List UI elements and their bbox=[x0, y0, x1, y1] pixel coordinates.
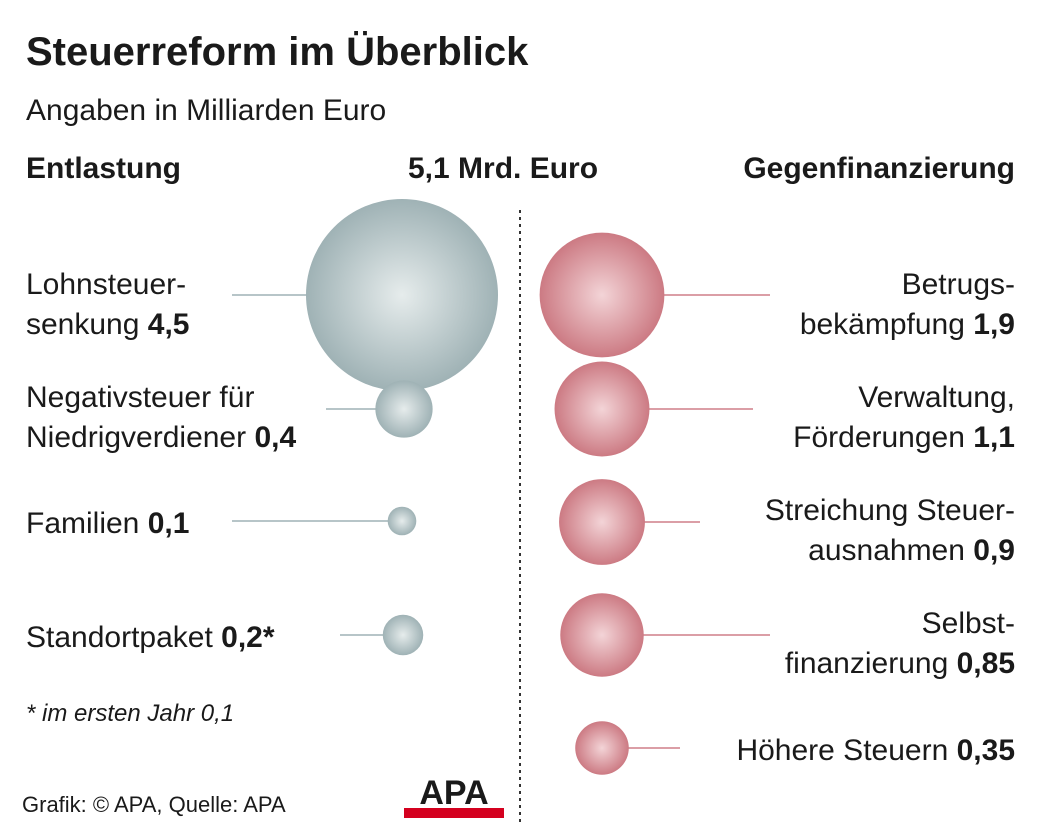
header-entlastung: Entlastung bbox=[26, 152, 181, 185]
apa-logo-text: APA bbox=[419, 774, 488, 812]
entlastung-negativsteuer-für-niedrigverdiener-bubble bbox=[375, 380, 433, 438]
page-title: Steuerreform im Überblick bbox=[26, 30, 529, 74]
entlastung-standortpaket-label-text: Standortpaket bbox=[26, 621, 213, 654]
gegenfinanzierung-streichung-steuer-ausnahmen-label-text: ausnahmen bbox=[808, 534, 965, 567]
entlastung-familien-value: 0,1 bbox=[147, 507, 190, 540]
gegenfinanzierung-streichung-steuer-ausnahmen-label-text: Streichung Steuer- bbox=[764, 494, 1015, 527]
apa-logo-bar bbox=[404, 808, 504, 818]
header-gegenfinanzierung: Gegenfinanzierung bbox=[743, 152, 1015, 185]
header-total: 5,1 Mrd. Euro bbox=[408, 152, 599, 185]
gegenfinanzierung-höhere-steuern-value: 0,35 bbox=[956, 734, 1015, 767]
entlastung-negativsteuer-für-niedrigverdiener-value: 0,4 bbox=[254, 421, 297, 454]
apa-logo: APA bbox=[404, 774, 504, 818]
gegenfinanzierung-betrugs-bekämpfung-label-text: bekämpfung bbox=[799, 308, 965, 341]
gegenfinanzierung-streichung-steuer-ausnahmen-bubble bbox=[559, 479, 645, 565]
gegenfinanzierung-höhere-steuern-bubble bbox=[575, 721, 629, 775]
entlastung-negativsteuer-für-niedrigverdiener-label-text: Niedrigverdiener bbox=[26, 421, 247, 454]
entlastung-lohnsteuer-senkung-value: 4,5 bbox=[147, 308, 190, 341]
gegenfinanzierung-verwaltung-förderungen-label: Verwaltung, Förderungen 1,1 bbox=[793, 378, 1015, 458]
gegenfinanzierung-betrugs-bekämpfung-bubble bbox=[539, 232, 665, 358]
gegenfinanzierung-selbst-finanzierung-label-text: finanzierung bbox=[784, 647, 949, 680]
source-credit: Grafik: © APA, Quelle: APA bbox=[22, 792, 286, 817]
gegenfinanzierung-selbst-finanzierung-label-text: Selbst- bbox=[921, 607, 1015, 640]
gegenfinanzierung-betrugs-bekämpfung-label-text: Betrugs- bbox=[901, 268, 1015, 301]
gegenfinanzierung-betrugs-bekämpfung-label: Betrugs-bekämpfung 1,9 bbox=[800, 265, 1015, 345]
entlastung-standortpaket-bubble bbox=[382, 614, 424, 656]
entlastung-lohnsteuer-senkung-bubble bbox=[306, 199, 498, 391]
gegenfinanzierung-verwaltung-förderungen-label-text: Förderungen bbox=[793, 421, 965, 454]
entlastung-familien-label: Familien 0,1 bbox=[26, 504, 189, 544]
entlastung-negativsteuer-für-niedrigverdiener-label: Negativsteuer für Niedrigverdiener 0,4 bbox=[26, 378, 296, 458]
entlastung-familien-bubble bbox=[387, 506, 417, 536]
gegenfinanzierung-verwaltung-förderungen-value: 1,1 bbox=[973, 421, 1015, 454]
gegenfinanzierung-selbst-finanzierung-value: 0,85 bbox=[956, 647, 1015, 680]
gegenfinanzierung-verwaltung-förderungen-label-text: Verwaltung, bbox=[858, 381, 1015, 414]
page-subtitle: Angaben in Milliarden Euro bbox=[26, 94, 387, 127]
entlastung-negativsteuer-für-niedrigverdiener-label-text: Negativsteuer für bbox=[26, 381, 255, 414]
entlastung-lohnsteuer-senkung-label-text: senkung bbox=[26, 308, 140, 341]
gegenfinanzierung-streichung-steuer-ausnahmen-value: 0,9 bbox=[973, 534, 1015, 567]
entlastung-standortpaket-label: Standortpaket 0,2* bbox=[26, 618, 275, 658]
gegenfinanzierung-selbst-finanzierung-bubble bbox=[560, 593, 644, 677]
footnote: * im ersten Jahr 0,1 bbox=[26, 700, 235, 727]
gegenfinanzierung-selbst-finanzierung-label: Selbst-finanzierung 0,85 bbox=[785, 604, 1015, 684]
entlastung-lohnsteuer-senkung-label-text: Lohnsteuer- bbox=[26, 268, 187, 301]
gegenfinanzierung-betrugs-bekämpfung-value: 1,9 bbox=[973, 308, 1015, 341]
entlastung-standortpaket-value: 0,2* bbox=[221, 621, 275, 654]
gegenfinanzierung-verwaltung-förderungen-bubble bbox=[554, 361, 650, 457]
gegenfinanzierung-streichung-steuer-ausnahmen-label: Streichung Steuer-ausnahmen 0,9 bbox=[765, 491, 1015, 571]
gegenfinanzierung-höhere-steuern-label: Höhere Steuern 0,35 bbox=[736, 731, 1015, 771]
gegenfinanzierung-höhere-steuern-label-text: Höhere Steuern bbox=[736, 734, 949, 767]
entlastung-familien-label-text: Familien bbox=[26, 507, 140, 540]
entlastung-lohnsteuer-senkung-label: Lohnsteuer-senkung 4,5 bbox=[26, 265, 190, 345]
